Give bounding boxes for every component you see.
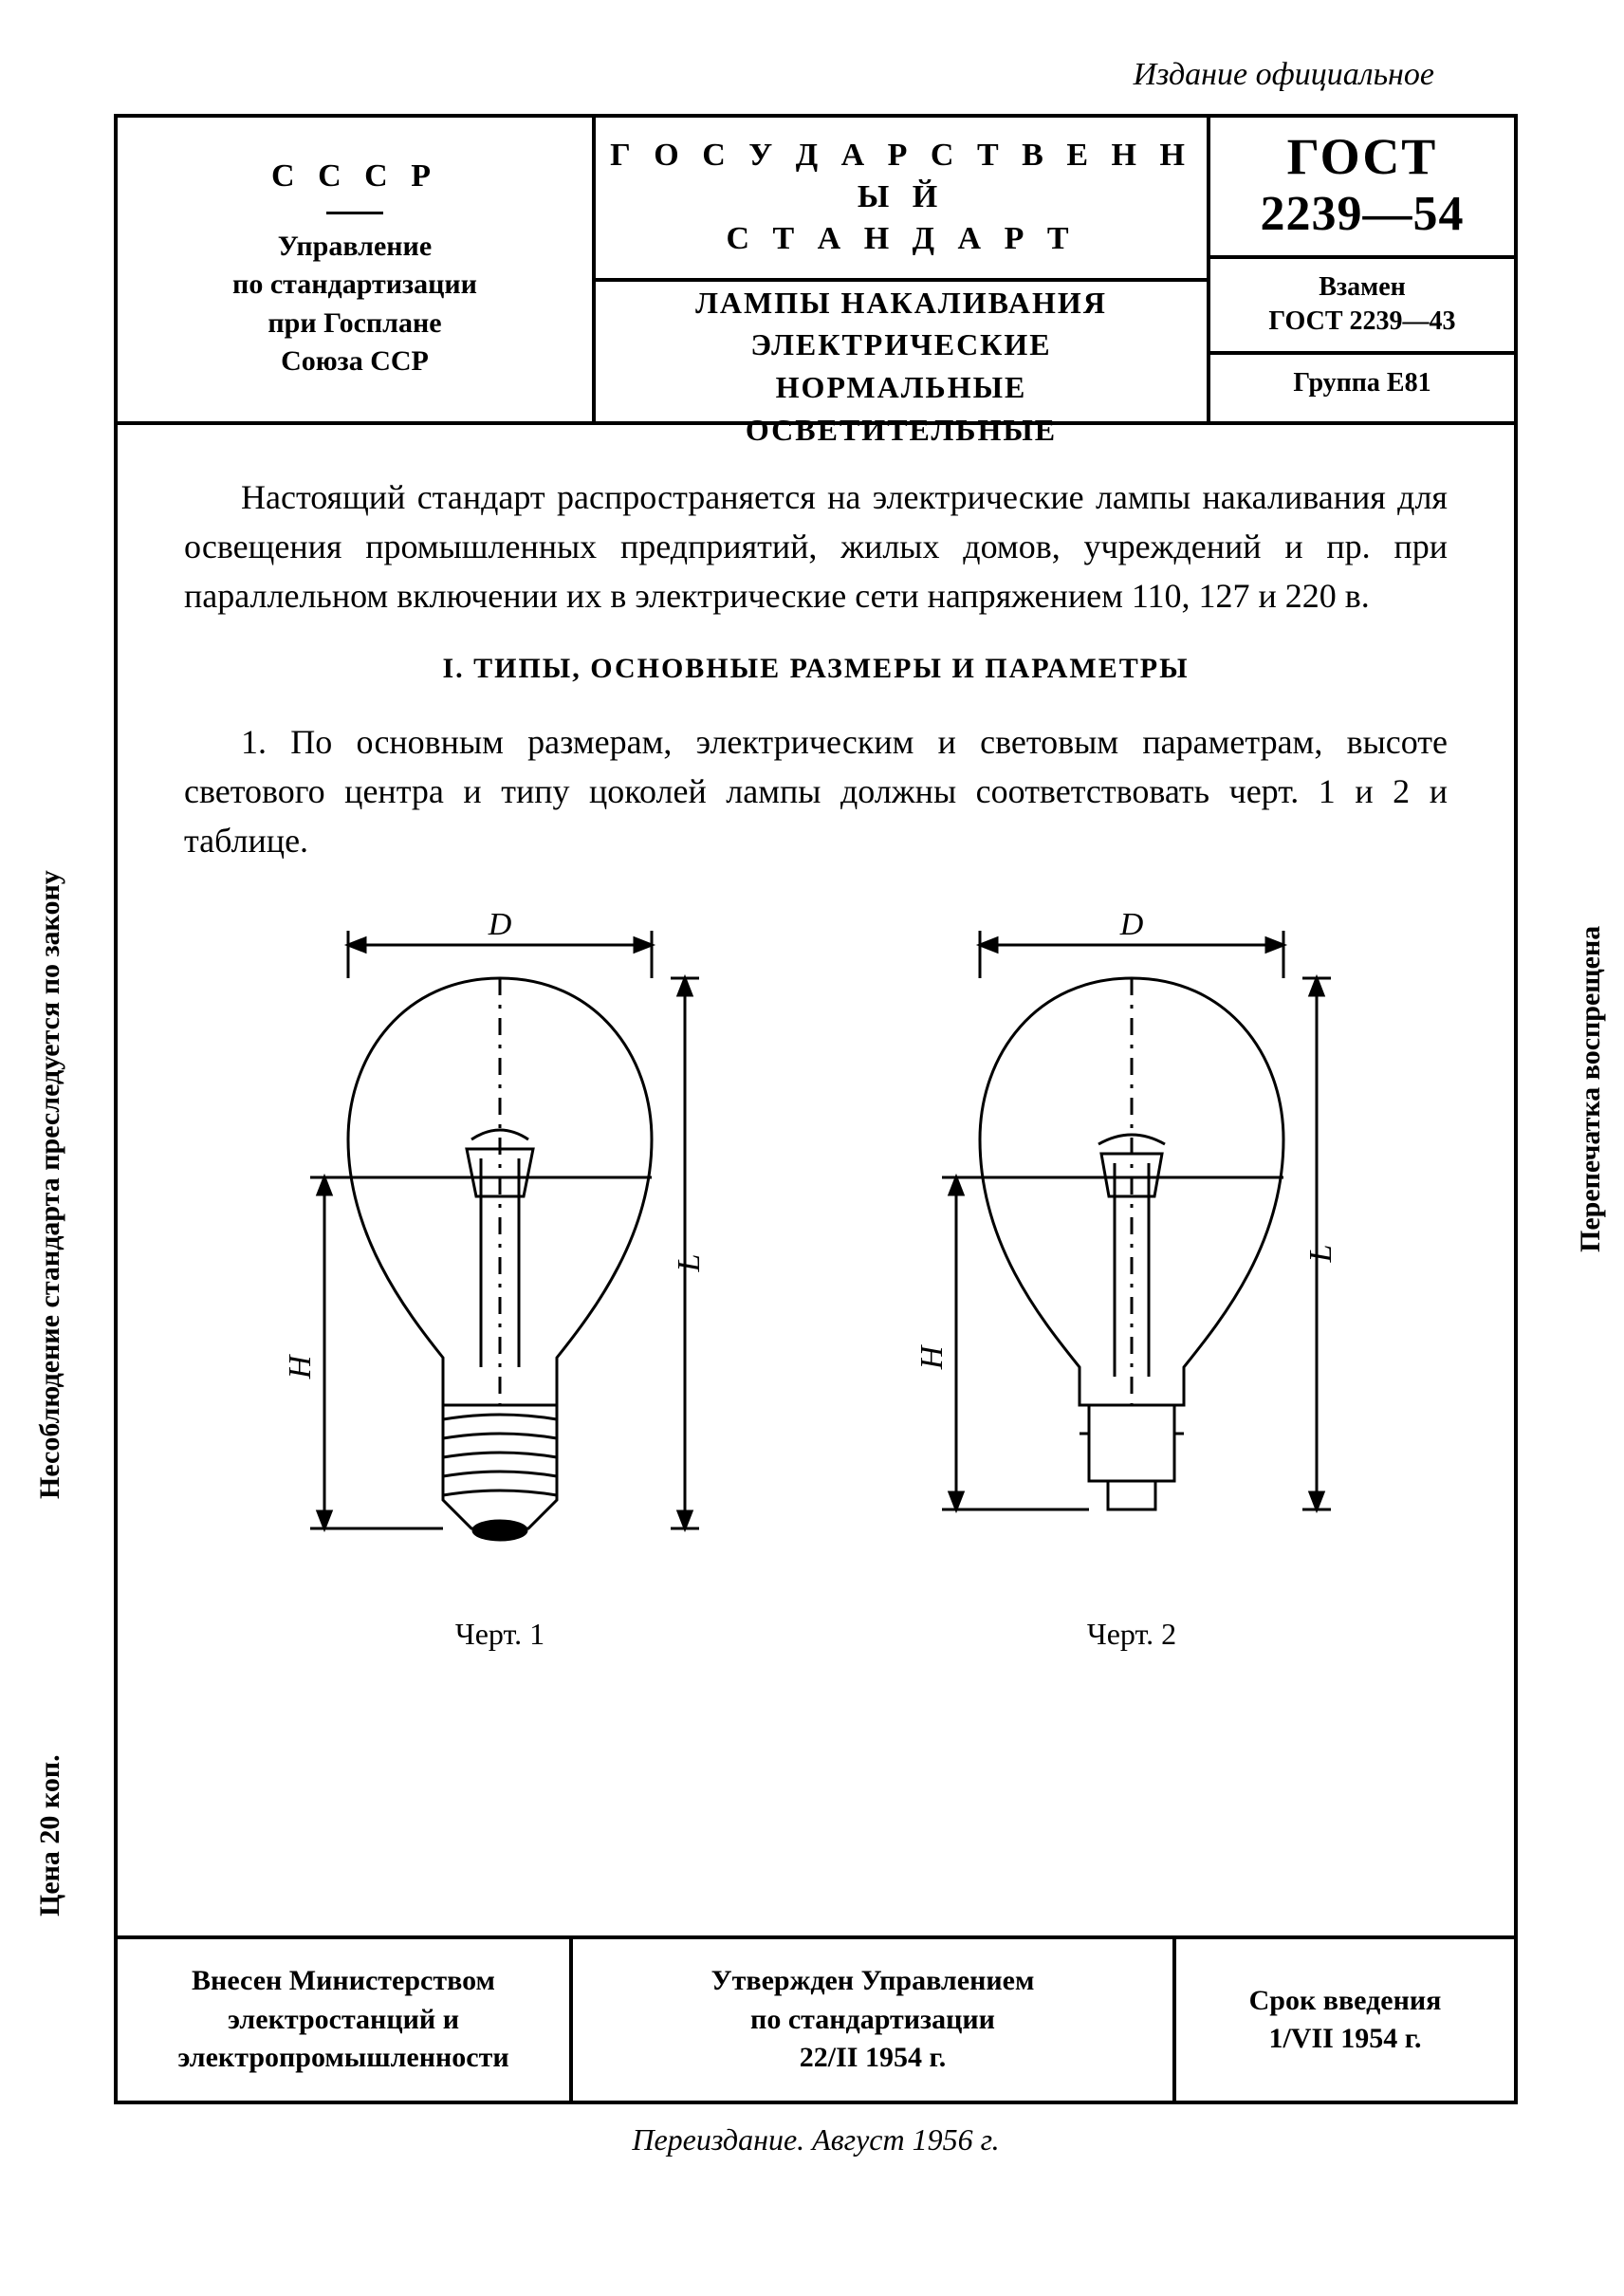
header-right: ГОСТ 2239—54 Взамен ГОСТ 2239—43 Группа … <box>1210 118 1514 421</box>
header-left: С С С Р Управление по стандартизации при… <box>118 118 596 421</box>
group-box: Группа Е81 <box>1210 355 1514 412</box>
standard-title: ЛАМПЫ НАКАЛИВАНИЯ ЭЛЕКТРИЧЕСКИЕ НОРМАЛЬН… <box>596 282 1207 452</box>
footer-line: электростанций и <box>135 2001 552 2040</box>
lamp-screw-diagram: D L H <box>253 893 747 1595</box>
body-content: Настоящий стандарт распространяется на э… <box>118 425 1514 1675</box>
gost-number: 2239—54 <box>1218 186 1506 242</box>
footer-line: 1/VII 1954 г. <box>1193 2020 1497 2059</box>
title-line: ЭЛЕКТРИЧЕСКИЕ <box>596 324 1207 366</box>
title-line: ЛАМПЫ НАКАЛИВАНИЯ <box>596 282 1207 324</box>
reissue-note: Переиздание. Август 1956 г. <box>118 2122 1514 2157</box>
figure-1-caption: Черт. 1 <box>455 1612 544 1656</box>
title-line: НОРМАЛЬНЫЕ <box>596 366 1207 409</box>
dim-l-label: L <box>672 1253 707 1272</box>
header-row: С С С Р Управление по стандартизации при… <box>118 118 1514 425</box>
dim-d-label: D <box>488 907 512 942</box>
dim-d-label: D <box>1119 907 1144 942</box>
document-frame: С С С Р Управление по стандартизации при… <box>114 114 1518 2104</box>
replaces-line: Взамен <box>1216 270 1508 305</box>
footer-approved-by: Утвержден Управлением по стандартизации … <box>573 1939 1176 2101</box>
dim-h-label: H <box>283 1353 318 1379</box>
org-line: при Госплане <box>232 305 477 343</box>
org-line: Управление <box>232 228 477 267</box>
edition-official: Издание официальное <box>1134 57 1434 93</box>
item-1-paragraph: 1. По основным размерам, электрическим и… <box>184 717 1448 866</box>
footer-line: Внесен Министерством <box>135 1962 552 2001</box>
footer-effective-date: Срок введения 1/VII 1954 г. <box>1176 1939 1514 2101</box>
side-price: Цена 20 коп. <box>34 1754 66 1916</box>
dim-h-label: H <box>914 1343 950 1370</box>
footer-row: Внесен Министерством электростанций и эл… <box>118 1935 1514 2101</box>
cccp-label: С С С Р <box>271 158 438 194</box>
org-line: Союза ССР <box>232 343 477 381</box>
dim-l-label: L <box>1303 1244 1338 1263</box>
footer-line: по стандартизации <box>590 2001 1155 2040</box>
footer-line: 22/II 1954 г. <box>590 2039 1155 2078</box>
gost-label: ГОСТ <box>1218 127 1506 186</box>
figures-row: D L H Черт. 1 <box>184 893 1448 1656</box>
org-line: по стандартизации <box>232 266 477 305</box>
footer-line: Утвержден Управлением <box>590 1962 1155 2001</box>
header-middle: Г О С У Д А Р С Т В Е Н Н Ы Й С Т А Н Д … <box>596 118 1210 421</box>
figure-1: D L H Черт. 1 <box>253 893 747 1656</box>
section-heading: I. ТИПЫ, ОСНОВНЫЕ РАЗМЕРЫ И ПАРАМЕТРЫ <box>184 648 1448 690</box>
figure-2-caption: Черт. 2 <box>1087 1612 1176 1656</box>
std-line: Г О С У Д А Р С Т В Е Н Н Ы Й <box>605 135 1197 218</box>
gost-number-box: ГОСТ 2239—54 <box>1210 118 1514 259</box>
side-warning: Несоблюдение стандарта преследуется по з… <box>34 870 66 1499</box>
replaces-box: Взамен ГОСТ 2239—43 <box>1210 259 1514 355</box>
org-name: Управление по стандартизации при Госплан… <box>232 228 477 381</box>
footer-line: Срок введения <box>1193 1982 1497 2021</box>
figure-2: D L H Черт. 2 <box>885 893 1378 1656</box>
state-standard-label: Г О С У Д А Р С Т В Е Н Н Ы Й С Т А Н Д … <box>596 118 1207 282</box>
replaces-line: ГОСТ 2239—43 <box>1216 305 1508 339</box>
divider <box>326 212 383 214</box>
title-line: ОСВЕТИТЕЛЬНЫЕ <box>596 409 1207 452</box>
intro-paragraph: Настоящий стандарт распространяется на э… <box>184 472 1448 621</box>
footer-line: электропромышленности <box>135 2039 552 2078</box>
std-line: С Т А Н Д А Р Т <box>605 218 1197 260</box>
footer-submitted-by: Внесен Министерством электростанций и эл… <box>118 1939 573 2101</box>
lamp-bayonet-diagram: D L H <box>885 893 1378 1595</box>
side-noreprint: Перепечатка воспрещена <box>1575 926 1607 1252</box>
